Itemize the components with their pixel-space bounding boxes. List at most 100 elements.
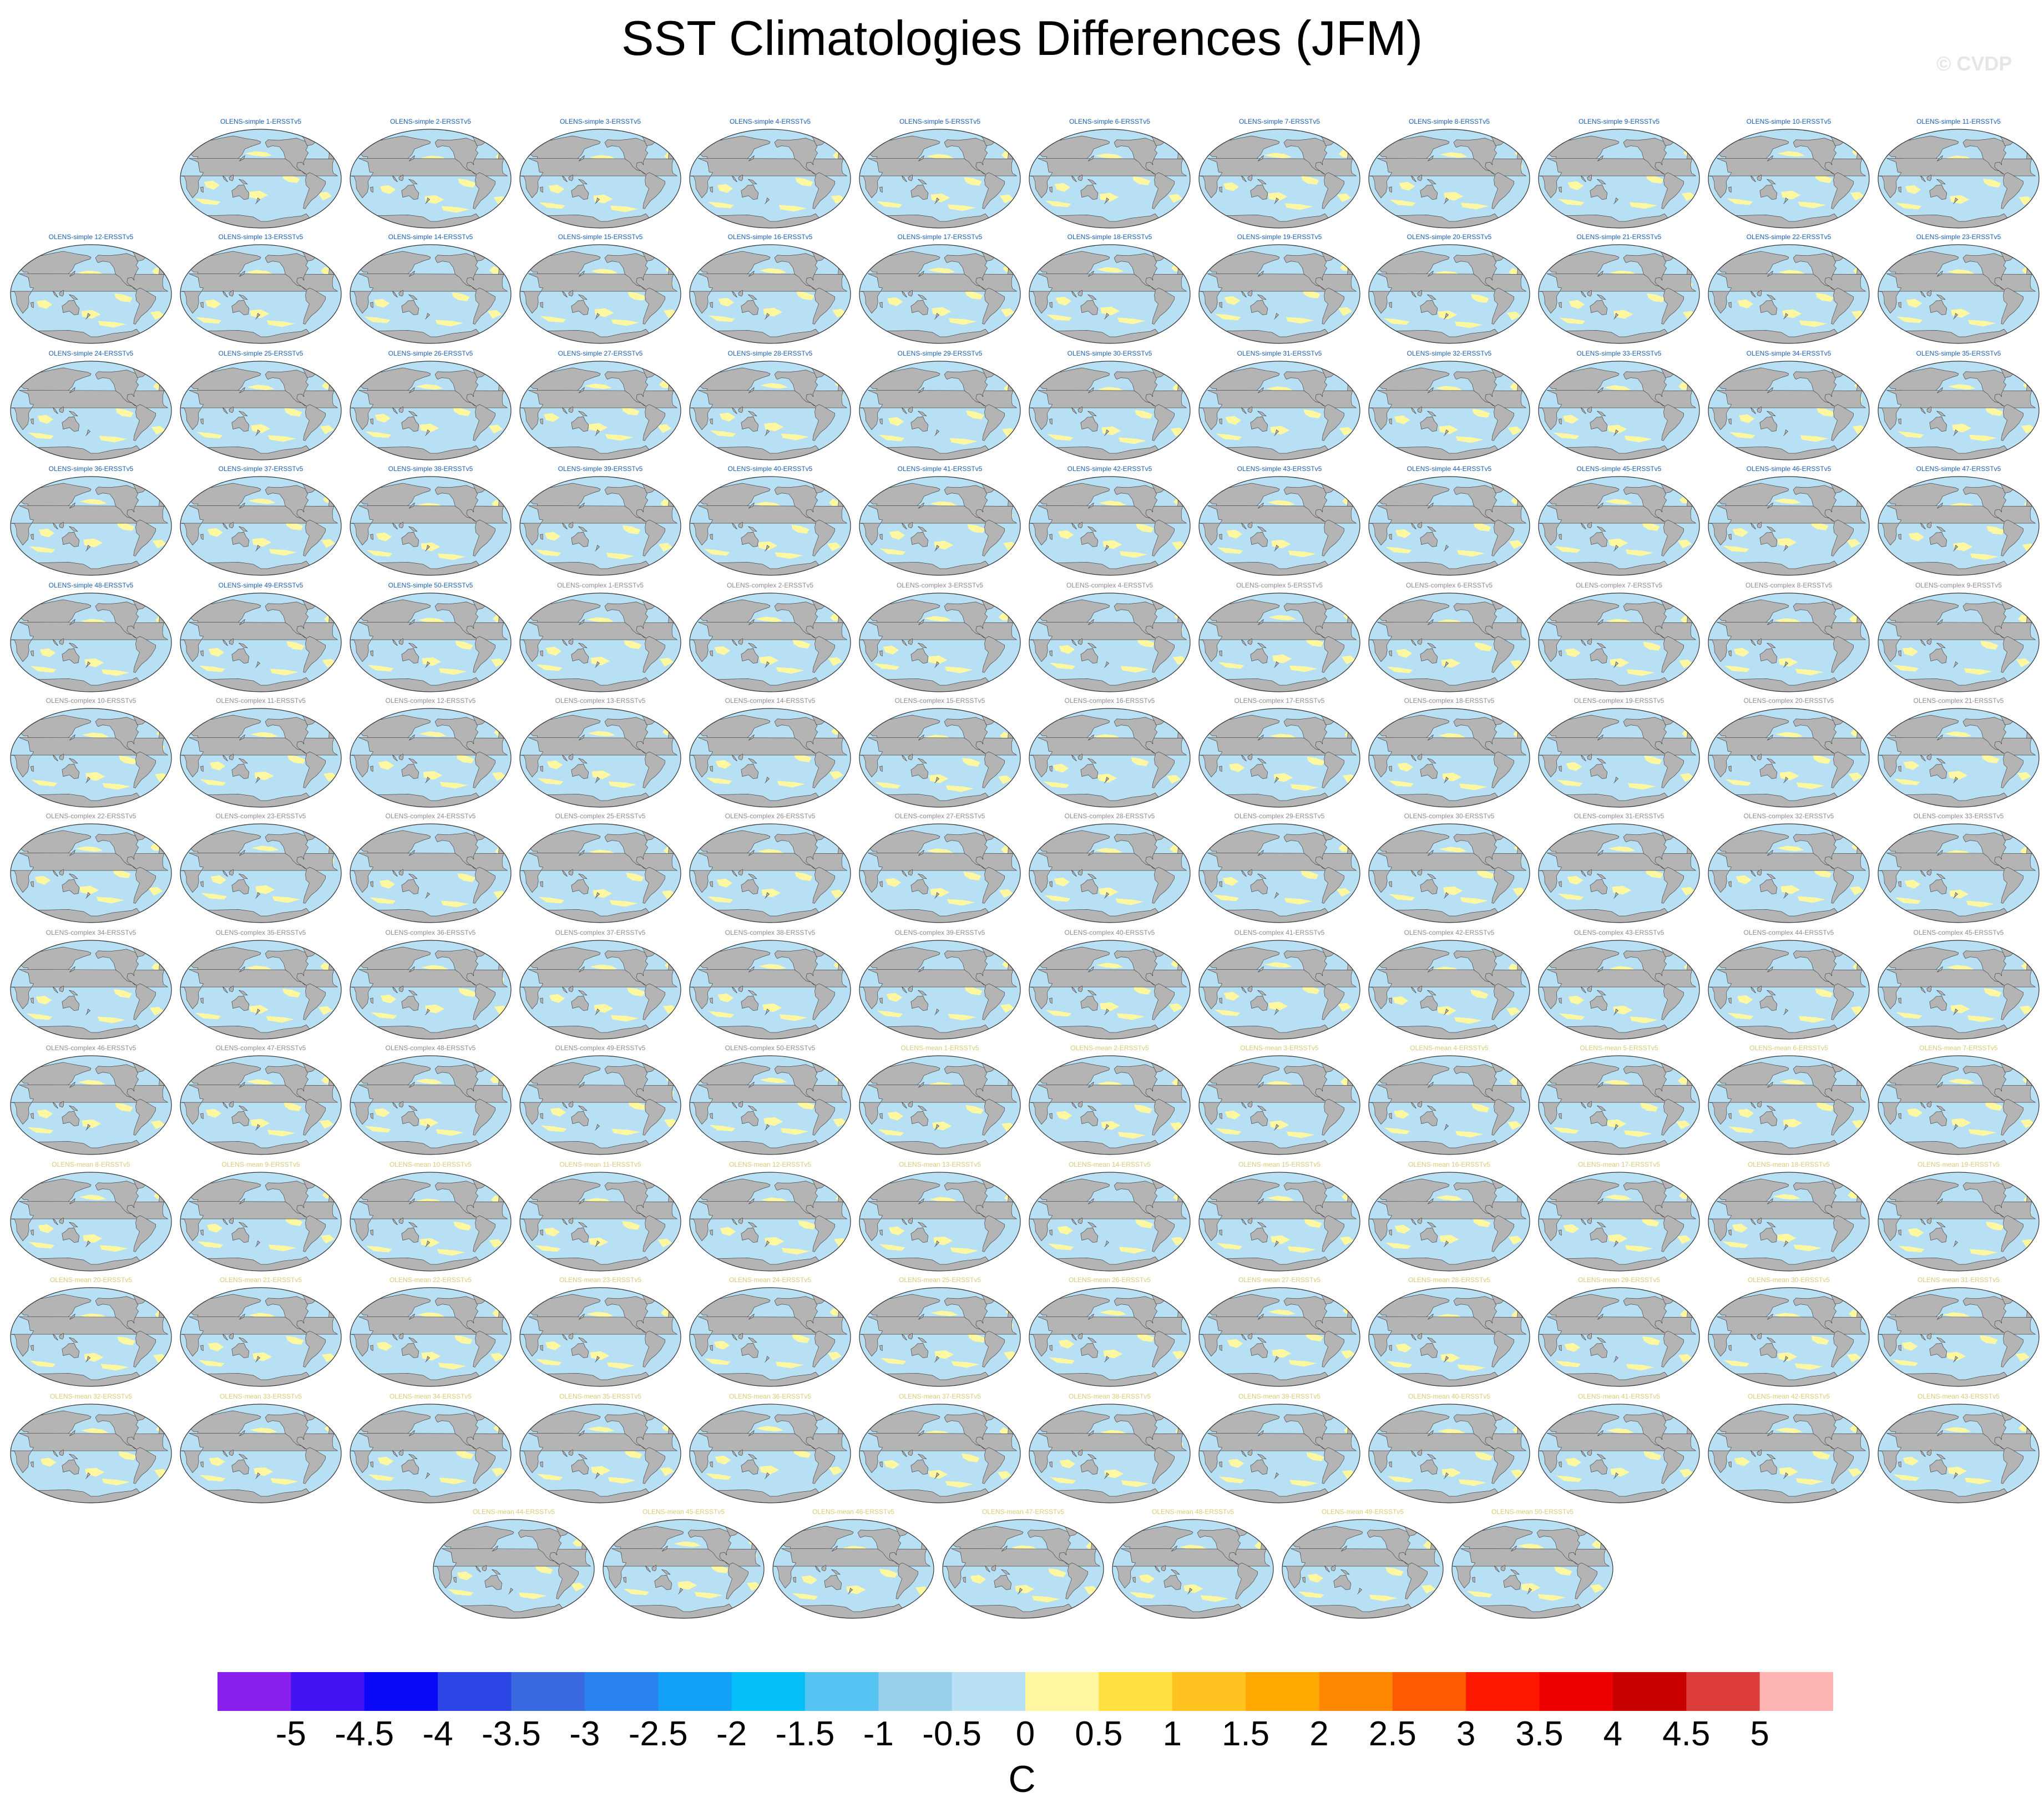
land-mass [901,754,907,762]
land-mass [1241,870,1247,877]
map-outline [859,476,1021,576]
land-mass [328,382,336,391]
warm-anomaly-region [1605,499,1632,505]
land-mass [1427,642,1436,649]
warm-anomaly-region [1507,426,1522,435]
land-mass [31,766,34,772]
warm-anomaly-region [1509,540,1524,549]
land-mass [910,416,929,432]
global-map [1368,1055,1530,1155]
warm-anomaly-region [945,785,974,792]
land-mass [1517,150,1525,159]
warm-anomaly-region [1779,771,1799,781]
warm-anomaly-region [494,1005,509,1015]
land-mass [934,892,939,899]
land-mass [901,291,907,298]
map-outline [1368,708,1530,808]
land-mass [229,869,234,876]
land-mass [982,636,1005,673]
panel-title: OLENS-complex 37-ERSSTv5 [555,929,646,936]
land-mass [1580,1218,1586,1225]
colorbar-swatch [805,1672,879,1711]
warm-anomaly-region [322,659,337,668]
map-outline [1368,940,1530,1040]
land-mass [1250,648,1268,664]
warm-anomaly-region [1095,848,1122,854]
warm-anomaly-region [628,1101,646,1110]
land-mass [690,158,848,199]
global-map [689,708,851,808]
map-panel: OLENS-complex 3-ERSSTv5 [858,581,1022,693]
land-mass [1008,729,1015,738]
warm-anomaly-region [1816,1102,1834,1111]
land-mass [1757,869,1762,876]
land-mass [31,1229,34,1236]
warm-anomaly-region [1778,657,1798,667]
map-panel: OLENS-complex 20-ERSSTv5 [1707,697,1871,809]
warm-anomaly-region [1613,310,1633,319]
warm-anomaly-region [1895,897,1921,904]
land-mass [1152,751,1175,788]
land-mass [1767,1198,1773,1204]
panel-title: OLENS-complex 40-ERSSTv5 [1064,929,1155,936]
land-mass [1597,1105,1606,1111]
global-map [1538,129,1700,229]
land-mass [571,531,589,547]
panel-title: OLENS-complex 31-ERSSTv5 [1574,812,1664,820]
land-mass [1661,1215,1684,1252]
warm-anomaly-region [437,1249,466,1256]
panel-title: OLENS-complex 50-ERSSTv5 [725,1044,816,1052]
map-outline [1198,361,1360,460]
map-outline [1368,476,1530,576]
map-panel: OLENS-simple 39-ERSSTv5 [518,465,682,577]
land-mass [1247,290,1253,297]
panel-title: OLENS-simple 39-ERSSTv5 [558,465,643,473]
land-mass [1049,418,1053,425]
warm-anomaly-region [1800,435,1829,442]
land-mass [1590,763,1608,779]
land-mass [398,406,404,413]
land-mass [1491,983,1515,1020]
land-mass [473,751,496,788]
land-mass [62,416,80,432]
warm-anomaly-region [1678,1076,1689,1085]
land-mass [1417,174,1423,181]
warm-anomaly-region [714,646,731,655]
warm-anomaly-region [1553,432,1580,439]
land-mass [918,990,927,996]
land-mass [1517,1076,1525,1086]
land-mass [1728,186,1732,193]
land-mass [1597,179,1606,185]
land-mass [520,158,678,199]
land-mass [392,407,398,414]
land-mass [409,734,415,741]
warm-anomaly-region [1603,1080,1631,1086]
land-mass [1708,853,1866,893]
map-outline [1878,361,2040,460]
panel-title: OLENS-mean 11-ERSSTv5 [559,1161,641,1168]
land-mass [200,1113,204,1120]
map-outline [350,1055,512,1155]
panel-title: OLENS-complex 33-ERSSTv5 [1913,812,2004,820]
map-outline [180,1055,342,1155]
panel-title: OLENS-mean 22-ERSSTv5 [389,1276,472,1284]
global-map [1198,1287,1360,1387]
map-outline [1029,476,1191,576]
panel-title: OLENS-simple 49-ERSSTv5 [218,581,303,589]
land-mass [1559,881,1562,888]
warm-anomaly-region [550,1107,566,1117]
land-mass [1767,502,1773,509]
land-mass [540,1113,543,1120]
map-panel: OLENS-complex 12-ERSSTv5 [348,697,513,809]
map-panel: OLENS-complex 40-ERSSTv5 [1028,929,1192,1041]
land-mass [1926,521,1932,529]
warm-anomaly-region [586,617,614,623]
panel-title: OLENS-simple 18-ERSSTv5 [1067,233,1152,241]
warm-anomaly-region [1512,887,1527,897]
warm-anomaly-region [1814,869,1832,878]
panel-title: OLENS-complex 19-ERSSTv5 [1574,697,1664,705]
land-mass [303,404,326,441]
panel-title: OLENS-simple 35-ERSSTv5 [1916,350,2001,357]
colorbar-swatch [1759,1672,1833,1711]
warm-anomaly-region [827,542,842,551]
